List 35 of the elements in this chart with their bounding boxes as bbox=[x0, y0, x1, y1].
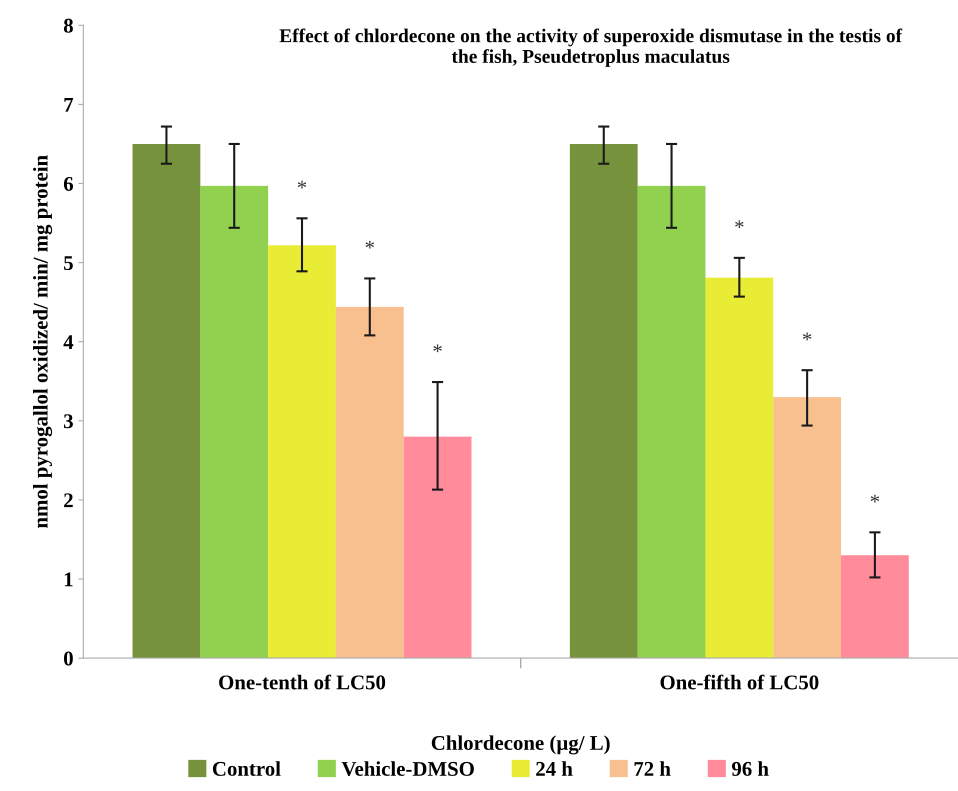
x-tick-label: One-tenth of LC50 bbox=[219, 674, 386, 690]
x-tick-label: One-fifth of LC50 bbox=[660, 674, 818, 690]
y-axis-title: nmol pyrogallol oxidized/ min/ mg protein bbox=[33, 155, 52, 528]
legend-label: Vehicle-DMSO bbox=[342, 761, 474, 776]
x-axis-title: Chlordecone (µg/ L) bbox=[432, 735, 610, 754]
annotation: * bbox=[298, 180, 306, 188]
legend-label: 24 h bbox=[536, 761, 573, 776]
annotation: * bbox=[366, 240, 374, 249]
bar bbox=[773, 397, 842, 658]
y-tick-label: 8 bbox=[64, 18, 73, 33]
legend-label: 96 h bbox=[732, 761, 769, 776]
y-tick-label: 7 bbox=[64, 98, 74, 112]
y-tick-label: 0 bbox=[64, 651, 73, 666]
bar bbox=[404, 436, 472, 658]
annotation: * bbox=[870, 494, 880, 502]
y-tick-label: 2 bbox=[64, 493, 73, 508]
y-tick-label: 6 bbox=[64, 176, 74, 191]
bar bbox=[336, 306, 404, 658]
legend-label: Control bbox=[212, 761, 281, 776]
y-tick-label: 4 bbox=[63, 335, 74, 349]
bar bbox=[570, 144, 638, 658]
text: Effect of chlordecone on the activity of superoxide dismutase in the testis of the fish, Pseudetroplus maculatus bbox=[280, 28, 902, 67]
legend-label: 72 h bbox=[634, 761, 671, 776]
bar bbox=[841, 555, 909, 658]
annotation: * bbox=[433, 344, 442, 352]
y-tick-label: 5 bbox=[64, 256, 73, 270]
annotation: * bbox=[735, 220, 744, 228]
y-tick-label: 1 bbox=[64, 572, 73, 586]
bar bbox=[132, 144, 200, 658]
annotation: * bbox=[802, 332, 812, 340]
bar bbox=[268, 245, 336, 658]
bar bbox=[705, 278, 774, 658]
bar bbox=[638, 186, 706, 658]
bar bbox=[200, 186, 268, 658]
y-tick-label: 3 bbox=[64, 414, 73, 428]
